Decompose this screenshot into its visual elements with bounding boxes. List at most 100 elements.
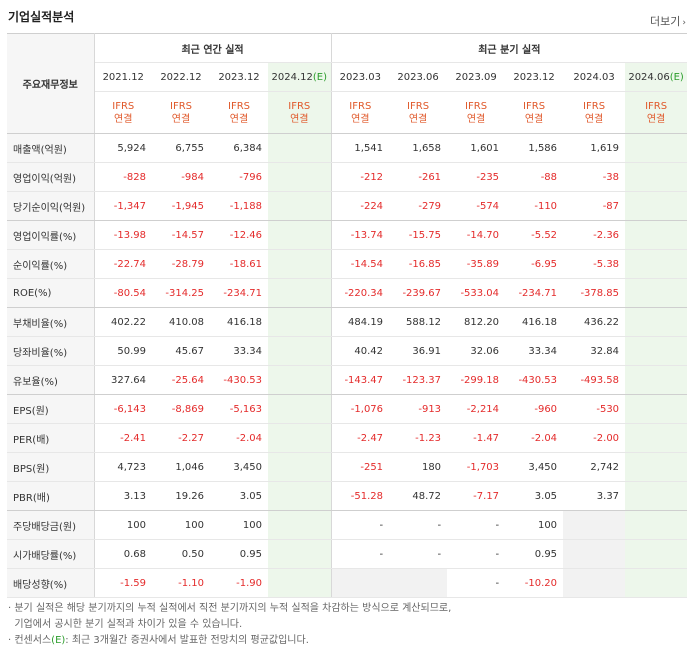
table-cell: 2,742 — [563, 452, 626, 482]
chevron-right-icon: › — [682, 18, 686, 28]
table-row: 순이익률(%) -22.74 -28.79 -18.61 -14.54 -16.85 -35… — [7, 249, 688, 279]
table-cell: 32.84 — [563, 336, 626, 366]
table-cell: -13.98 — [94, 220, 152, 250]
note-3: · 컨센서스(E): 최근 3개월간 증권사에서 발표한 전망치의 평균값입니다… — [8, 635, 309, 646]
table-cell: -22.74 — [94, 249, 152, 279]
table-cell — [625, 133, 688, 163]
ifrs-label: IFRS 연결 — [268, 91, 332, 134]
table-cell: 33.34 — [505, 336, 564, 366]
table-cell: 1,658 — [389, 133, 448, 163]
period-header: 2023.06 — [389, 62, 448, 92]
corner-label: 주요재무정보 — [7, 33, 95, 134]
table-cell — [563, 568, 626, 598]
table-row: 주당배당금(원) 100 100 100- - -100 — [7, 510, 688, 540]
table-cell: -224 — [331, 191, 390, 221]
table-cell: 3.37 — [563, 481, 626, 511]
row-label: PBR(배) — [7, 481, 95, 511]
table-cell: -1.90 — [210, 568, 268, 598]
table-cell: 180 — [389, 452, 448, 482]
table-row: 당좌비율(%) 50.99 45.67 33.34 40.42 36.91 32.06 33.… — [7, 336, 688, 366]
table-cell: -28.79 — [152, 249, 210, 279]
row-label: 당기순이익(억원) — [7, 191, 95, 221]
table-cell: 1,601 — [447, 133, 506, 163]
more-link[interactable]: 더보기 › — [650, 13, 686, 29]
row-label: 순이익률(%) — [7, 249, 95, 279]
table-cell — [268, 481, 332, 511]
table-cell: - — [447, 510, 506, 540]
table-cell — [268, 191, 332, 221]
table-cell: -80.54 — [94, 278, 152, 308]
table-cell — [625, 162, 688, 192]
table-row: 배당성향(%) -1.59 -1.10 -1.90 - -10.20 — [7, 568, 688, 598]
table-row: 영업이익률(%) -13.98 -14.57 -12.46 -13.74 -15.75 -1… — [7, 220, 688, 250]
row-label: 시가배당률(%) — [7, 539, 95, 569]
table-cell — [268, 423, 332, 453]
table-cell: 19.26 — [152, 481, 210, 511]
period-header: 2022.12 — [152, 62, 210, 92]
table-row: ROE(%) -80.54 -314.25 -234.71 -220.34 -239.67… — [7, 278, 688, 308]
table-cell — [625, 307, 688, 337]
table-cell: -574 — [447, 191, 506, 221]
table-cell: -1,188 — [210, 191, 268, 221]
section-title: 기업실적분석 — [8, 10, 75, 24]
ifrs-label: IFRS 연결 — [152, 91, 210, 134]
table-cell: 100 — [152, 510, 210, 540]
table-cell: -796 — [210, 162, 268, 192]
table-cell: -279 — [389, 191, 448, 221]
table-cell: 416.18 — [210, 307, 268, 337]
table-cell: 0.50 — [152, 539, 210, 569]
table-cell: -299.18 — [447, 365, 506, 395]
period-header: 2024.12(E) — [268, 62, 332, 92]
table-cell: -1.10 — [152, 568, 210, 598]
row-label: 부채비율(%) — [7, 307, 95, 337]
period-header: 2021.12 — [94, 62, 152, 92]
table-row: EPS(원) -6,143 -8,869 -5,163 -1,076 -913 -2,214… — [7, 394, 688, 424]
table-cell — [268, 133, 332, 163]
table-cell — [268, 162, 332, 192]
table-cell: 3.05 — [210, 481, 268, 511]
table-cell — [268, 278, 332, 308]
period-header: 2023.03 — [331, 62, 390, 92]
table-cell: 3,450 — [210, 452, 268, 482]
table-cell: 0.68 — [94, 539, 152, 569]
table-row: 당기순이익(억원) -1,347 -1,945 -1,188 -224 -279 -574-… — [7, 191, 688, 221]
table-cell: -6,143 — [94, 394, 152, 424]
row-label: 영업이익(억원) — [7, 162, 95, 192]
table-cell: -234.71 — [210, 278, 268, 308]
table-cell — [268, 336, 332, 366]
table-cell: -6.95 — [505, 249, 564, 279]
table-cell: -314.25 — [152, 278, 210, 308]
row-label: ROE(%) — [7, 278, 95, 308]
table-cell: 3.13 — [94, 481, 152, 511]
table-cell: - — [331, 510, 390, 540]
table-cell: 1,619 — [563, 133, 626, 163]
table-row: BPS(원) 4,723 1,046 3,450 -251 180 -1,703 3,450 2… — [7, 452, 688, 482]
table-cell: - — [447, 539, 506, 569]
table-cell: -143.47 — [331, 365, 390, 395]
quarter-group-header: 최근 분기 실적 — [331, 33, 688, 63]
table-cell — [625, 249, 688, 279]
table-cell: -88 — [505, 162, 564, 192]
table-cell — [268, 220, 332, 250]
table-cell: 416.18 — [505, 307, 564, 337]
table-row: 매출액(억원) 5,924 6,755 6,384 1,541 1,658 1,601 1,5… — [7, 133, 688, 163]
period-header: 2023.12 — [210, 62, 268, 92]
table-cell: 36.91 — [389, 336, 448, 366]
table-cell — [625, 191, 688, 221]
table-cell: -2.47 — [331, 423, 390, 453]
table-cell: 588.12 — [389, 307, 448, 337]
more-label: 더보기 — [650, 15, 681, 28]
table-cell: -1,347 — [94, 191, 152, 221]
table-cell: -984 — [152, 162, 210, 192]
table-row: PER(배) -2.41 -2.27 -2.04 -2.47 -1.23 -1.47 -2.0… — [7, 423, 688, 453]
period-header: 2023.09 — [447, 62, 506, 92]
table-cell: -13.74 — [331, 220, 390, 250]
table-cell — [268, 539, 332, 569]
table-cell: -493.58 — [563, 365, 626, 395]
table-cell: -35.89 — [447, 249, 506, 279]
table-cell — [563, 539, 626, 569]
table-cell: -533.04 — [447, 278, 506, 308]
table-cell — [625, 365, 688, 395]
table-cell: -251 — [331, 452, 390, 482]
ifrs-label: IFRS 연결 — [389, 91, 448, 134]
